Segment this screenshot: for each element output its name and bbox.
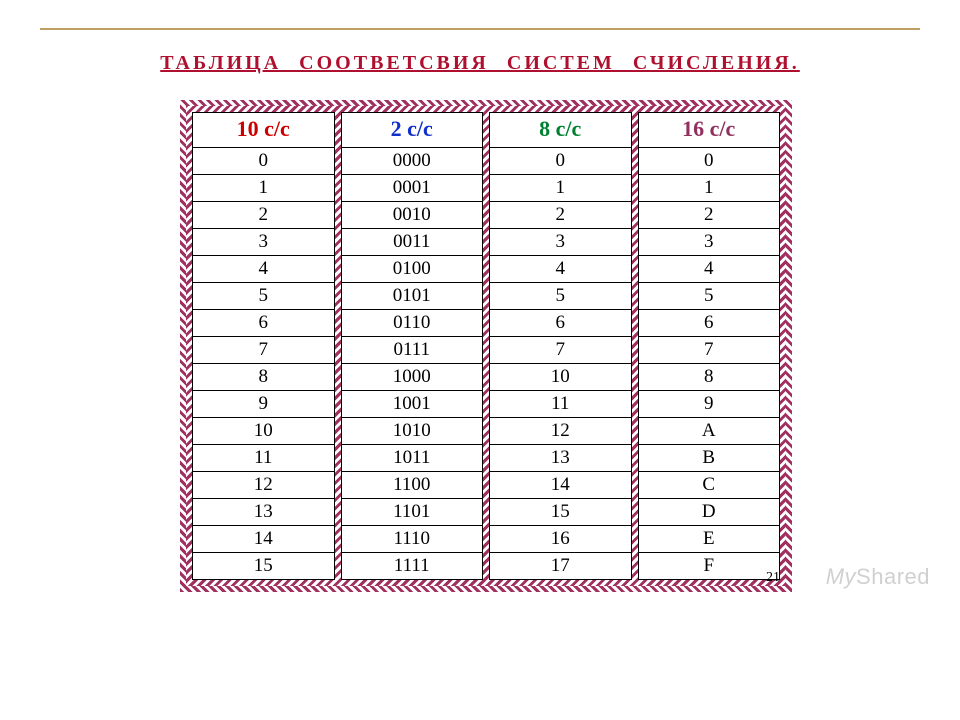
table-cell: 17	[490, 553, 631, 579]
table-cell: 2	[639, 202, 780, 229]
table-cell: 10	[490, 364, 631, 391]
table-cell: 3	[639, 229, 780, 256]
table-cell: 0000	[342, 148, 483, 175]
table-cell: 0	[639, 148, 780, 175]
table-cell: 4	[639, 256, 780, 283]
table-cell: B	[639, 445, 780, 472]
column-header: 10 с/с	[193, 113, 334, 148]
table-cell: 7	[193, 337, 334, 364]
table-cell: D	[639, 499, 780, 526]
table-cell: 3	[193, 229, 334, 256]
table-cell: 1	[193, 175, 334, 202]
table-cell: 0111	[342, 337, 483, 364]
table-columns-container: 10 с/с01234567891011121314152 с/с0000000…	[186, 106, 786, 586]
table-cell: 11	[490, 391, 631, 418]
horizontal-rule	[40, 28, 920, 30]
table-cell: 6	[639, 310, 780, 337]
watermark: MyShared	[826, 564, 930, 590]
table-cell: 10	[193, 418, 334, 445]
table-cell: 1010	[342, 418, 483, 445]
table-cell: 1000	[342, 364, 483, 391]
table-cell: 12	[490, 418, 631, 445]
table-cell: A	[639, 418, 780, 445]
column-header: 2 с/с	[342, 113, 483, 148]
table-cell: 1	[490, 175, 631, 202]
table-cell: 5	[639, 283, 780, 310]
table-cell: 0010	[342, 202, 483, 229]
table-cell: 0101	[342, 283, 483, 310]
table-cell: 0100	[342, 256, 483, 283]
table-cell: 14	[193, 526, 334, 553]
conversion-table: 10 с/с01234567891011121314152 с/с0000000…	[180, 100, 792, 592]
table-cell: 12	[193, 472, 334, 499]
table-cell: 3	[490, 229, 631, 256]
table-cell: 1100	[342, 472, 483, 499]
table-column: 10 с/с0123456789101112131415	[192, 112, 335, 580]
table-cell: 13	[193, 499, 334, 526]
table-cell: 1111	[342, 553, 483, 579]
table-cell: 1001	[342, 391, 483, 418]
table-cell: 8	[639, 364, 780, 391]
table-cell: 5	[193, 283, 334, 310]
table-cell: 8	[193, 364, 334, 391]
table-cell: 2	[490, 202, 631, 229]
table-column: 8 с/с012345671011121314151617	[489, 112, 632, 580]
table-cell: 1110	[342, 526, 483, 553]
table-column: 16 с/с0123456789ABCDEF	[638, 112, 781, 580]
table-cell: 0	[193, 148, 334, 175]
table-cell: 4	[490, 256, 631, 283]
table-cell: 14	[490, 472, 631, 499]
table-cell: 13	[490, 445, 631, 472]
table-cell: 9	[193, 391, 334, 418]
table-cell: 7	[490, 337, 631, 364]
table-cell: 9	[639, 391, 780, 418]
table-cell: 6	[193, 310, 334, 337]
table-cell: 0001	[342, 175, 483, 202]
table-cell: E	[639, 526, 780, 553]
table-cell: 0	[490, 148, 631, 175]
watermark-prefix: My	[826, 564, 856, 589]
table-cell: 0011	[342, 229, 483, 256]
column-header: 8 с/с	[490, 113, 631, 148]
table-cell: 15	[490, 499, 631, 526]
column-header: 16 с/с	[639, 113, 780, 148]
page-number: 21	[766, 570, 780, 586]
table-cell: 5	[490, 283, 631, 310]
table-cell: 1	[639, 175, 780, 202]
table-cell: 11	[193, 445, 334, 472]
table-cell: C	[639, 472, 780, 499]
table-cell: 7	[639, 337, 780, 364]
title-text: ТАБЛИЦА СООТВЕТСВИЯ СИСТЕМ СЧИСЛЕНИЯ.	[160, 52, 800, 74]
table-cell: 0110	[342, 310, 483, 337]
table-cell: 6	[490, 310, 631, 337]
table-cell: F	[639, 553, 780, 579]
table-cell: 4	[193, 256, 334, 283]
table-cell: 15	[193, 553, 334, 579]
table-cell: 1011	[342, 445, 483, 472]
table-column: 2 с/с00000001001000110100010101100111100…	[341, 112, 484, 580]
page-title: ТАБЛИЦА СООТВЕТСВИЯ СИСТЕМ СЧИСЛЕНИЯ.	[0, 52, 960, 75]
table-cell: 16	[490, 526, 631, 553]
table-cell: 1101	[342, 499, 483, 526]
table-cell: 2	[193, 202, 334, 229]
watermark-rest: Shared	[856, 564, 930, 589]
